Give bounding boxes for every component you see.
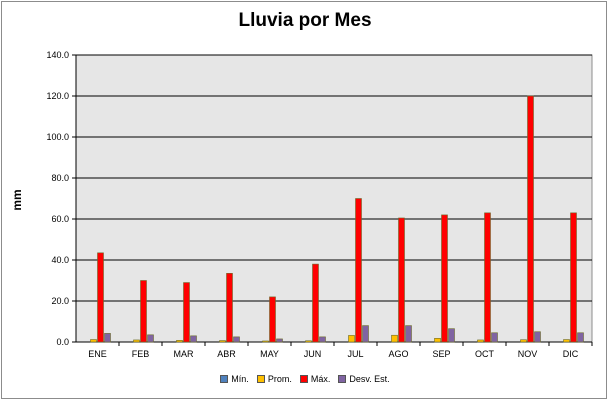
y-tick-label: 80.0 <box>51 173 69 183</box>
y-tick-label: 100.0 <box>46 132 69 142</box>
x-tick-label: FEB <box>132 349 150 359</box>
bar-prom <box>520 339 527 343</box>
legend-label: Máx. <box>310 374 331 384</box>
plot-area <box>75 54 593 343</box>
bar-desvest <box>405 325 412 343</box>
bar-mx <box>226 273 233 343</box>
legend-label: Desv. Est. <box>349 374 390 384</box>
legend-item: Mín. <box>220 374 249 384</box>
y-tick-label: 0.0 <box>56 337 69 347</box>
x-tick-label: NOV <box>518 349 538 359</box>
bar-mx <box>269 296 276 343</box>
bar-desvest <box>147 334 154 343</box>
bar-mx <box>527 95 534 343</box>
chart-legend: Mín. Prom. Máx. Desv. Est. <box>0 374 610 385</box>
x-tick-label: MAR <box>174 349 195 359</box>
legend-item: Desv. Est. <box>338 374 390 384</box>
legend-item: Prom. <box>256 374 292 384</box>
legend-label: Prom. <box>267 374 292 384</box>
x-tick-label: JUN <box>304 349 322 359</box>
x-tick-label: JUL <box>347 349 363 359</box>
bar-desvest <box>276 338 283 343</box>
bar-mx <box>355 198 362 343</box>
chart-title: Lluvia por Mes <box>238 10 372 31</box>
x-tick-label: ABR <box>217 349 236 359</box>
bar-mx <box>183 282 190 343</box>
y-tick-label: 60.0 <box>51 214 69 224</box>
y-tick-label: 140.0 <box>46 50 69 60</box>
bar-desvest <box>448 328 455 343</box>
bar-prom <box>391 334 398 343</box>
x-tick-label: AGO <box>388 349 408 359</box>
legend-swatch <box>220 375 229 383</box>
legend-swatch <box>338 375 347 383</box>
bar-prom <box>434 338 441 343</box>
y-tick-label: 40.0 <box>51 255 69 265</box>
x-tick-label: MAY <box>260 349 279 359</box>
bar-mx <box>97 252 104 343</box>
x-tick-label: DIC <box>563 349 579 359</box>
bar-prom <box>262 340 269 343</box>
bar-prom <box>305 340 312 343</box>
legend-swatch <box>256 375 265 383</box>
bar-desvest <box>362 325 369 343</box>
bar-prom <box>219 340 226 343</box>
bar-desvest <box>534 331 541 343</box>
bar-prom <box>563 339 570 343</box>
bar-prom <box>133 339 140 343</box>
bar-mx <box>140 280 147 343</box>
bar-desvest <box>577 332 584 343</box>
bar-desvest <box>491 332 498 343</box>
x-tick-label: ENE <box>88 349 107 359</box>
legend-swatch <box>299 375 308 383</box>
y-tick-label: 120.0 <box>46 91 69 101</box>
bar-mx <box>312 263 319 343</box>
bar-mx <box>398 217 405 343</box>
bar-desvest <box>190 335 197 343</box>
bar-prom <box>176 340 183 343</box>
bar-mx <box>484 212 491 343</box>
bar-mx <box>570 212 577 343</box>
bar-mx <box>441 214 448 343</box>
legend-label: Mín. <box>231 374 249 384</box>
bar-desvest <box>233 336 240 343</box>
bar-prom <box>90 339 97 343</box>
legend-item: Máx. <box>299 374 331 384</box>
bar-prom <box>348 335 355 343</box>
y-tick-label: 20.0 <box>51 296 69 306</box>
x-tick-label: SEP <box>432 349 450 359</box>
bar-prom <box>477 339 484 343</box>
bar-desvest <box>104 333 111 343</box>
bar-desvest <box>319 336 326 343</box>
x-tick-label: OCT <box>475 349 495 359</box>
